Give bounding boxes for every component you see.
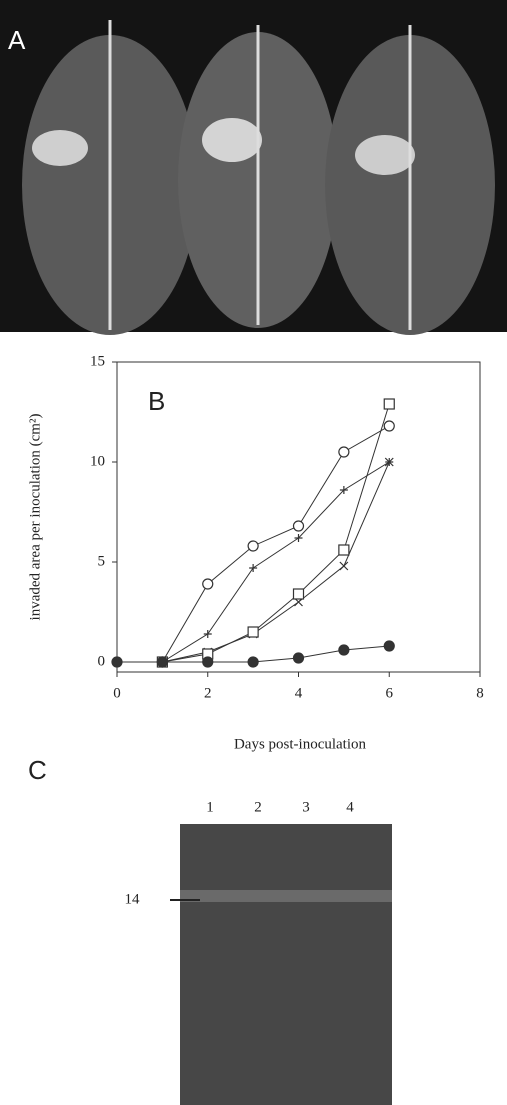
marker [339,486,348,494]
series-line [162,461,390,663]
lane-label: 2 [254,799,262,815]
lane-label: 3 [302,799,310,815]
panel-label: A [8,25,26,55]
lane-label: 4 [346,799,354,815]
x-tick-label: 0 [113,685,121,701]
y-axis-label: invaded area per inoculation (cm²) [27,414,43,621]
marker [339,561,349,571]
marker [292,520,305,532]
x-axis-label: Days post-inoculation [234,736,367,752]
marker [292,652,305,664]
x-tick-label: 4 [295,685,303,701]
series-line [162,461,390,663]
marker [156,656,168,668]
series-line [162,403,390,663]
y-tick-label: 5 [98,553,106,569]
marker [247,656,259,668]
size-marker-label: 14 [125,891,141,907]
marker [338,644,350,656]
panel-label: C [28,755,47,785]
gel-image [180,824,392,1105]
y-tick-label: 15 [90,353,105,369]
marker [203,630,212,638]
marker [111,656,123,668]
marker [247,626,259,638]
marker [338,544,350,556]
marker [249,564,258,572]
panel-label: B [148,386,165,416]
plot-frame [116,361,481,673]
marker [383,640,395,652]
series-line [161,425,390,663]
y-tick-label: 10 [90,453,105,469]
marker [292,588,305,600]
marker [338,446,350,458]
marker [247,540,259,552]
leaf-photo [0,0,507,335]
x-tick-label: 2 [204,685,212,701]
lane-label: 1 [206,799,214,815]
marker [384,457,394,467]
x-tick-label: 8 [476,685,484,701]
marker [383,398,395,410]
marker [294,534,303,542]
marker [383,420,395,432]
y-tick-label: 0 [98,653,106,669]
x-tick-label: 6 [386,685,394,701]
marker [202,656,214,668]
marker [202,578,214,590]
